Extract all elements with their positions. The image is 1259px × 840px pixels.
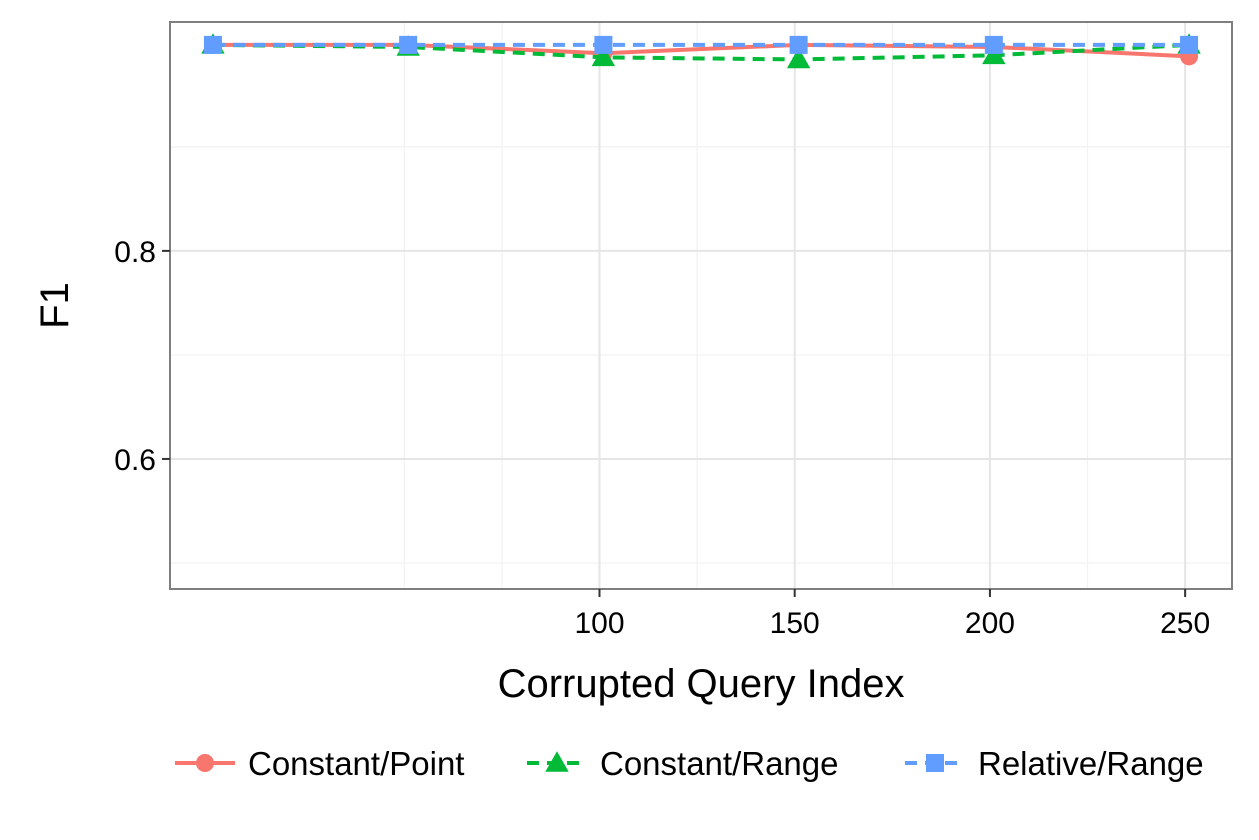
major-gridlines [170,22,1232,589]
data-point-relative-range [399,35,418,54]
data-point-relative-range [789,35,808,54]
legend-label-constant-range: Constant/Range [600,745,839,782]
minor-gridlines [170,22,1232,589]
x-tick-label: 100 [574,607,624,640]
legend-key-marker-constant-range [545,751,569,772]
plot-panel-border [169,21,1233,590]
x-tick-label: 200 [965,607,1015,640]
legend-key-marker-constant-point [196,754,214,772]
legend-label-relative-range: Relative/Range [978,745,1204,782]
y-tick-label: 0.6 [114,444,156,477]
legend: Constant/Point Constant/Range Relative/Ran… [175,745,1204,782]
data-point-constant-range [786,47,811,69]
tick-labels: 100 150 200 250 0.6 0.8 [114,236,1210,640]
y-tick-label: 0.8 [114,236,156,269]
x-tick-label: 150 [770,607,820,640]
data-point-constant-range [591,45,616,67]
data-point-relative-range [203,35,222,54]
data-point-relative-range [1180,35,1199,54]
x-tick-label: 250 [1160,607,1210,640]
axis-ticks [162,249,1187,597]
y-axis-title: F1 [33,282,77,329]
data-point-relative-range [594,35,613,54]
x-axis-title: Corrupted Query Index [498,662,905,706]
data-point-relative-range [984,35,1003,54]
series-layer [201,33,1201,69]
legend-key-marker-relative-range [926,754,944,772]
legend-label-constant-point: Constant/Point [248,745,464,782]
